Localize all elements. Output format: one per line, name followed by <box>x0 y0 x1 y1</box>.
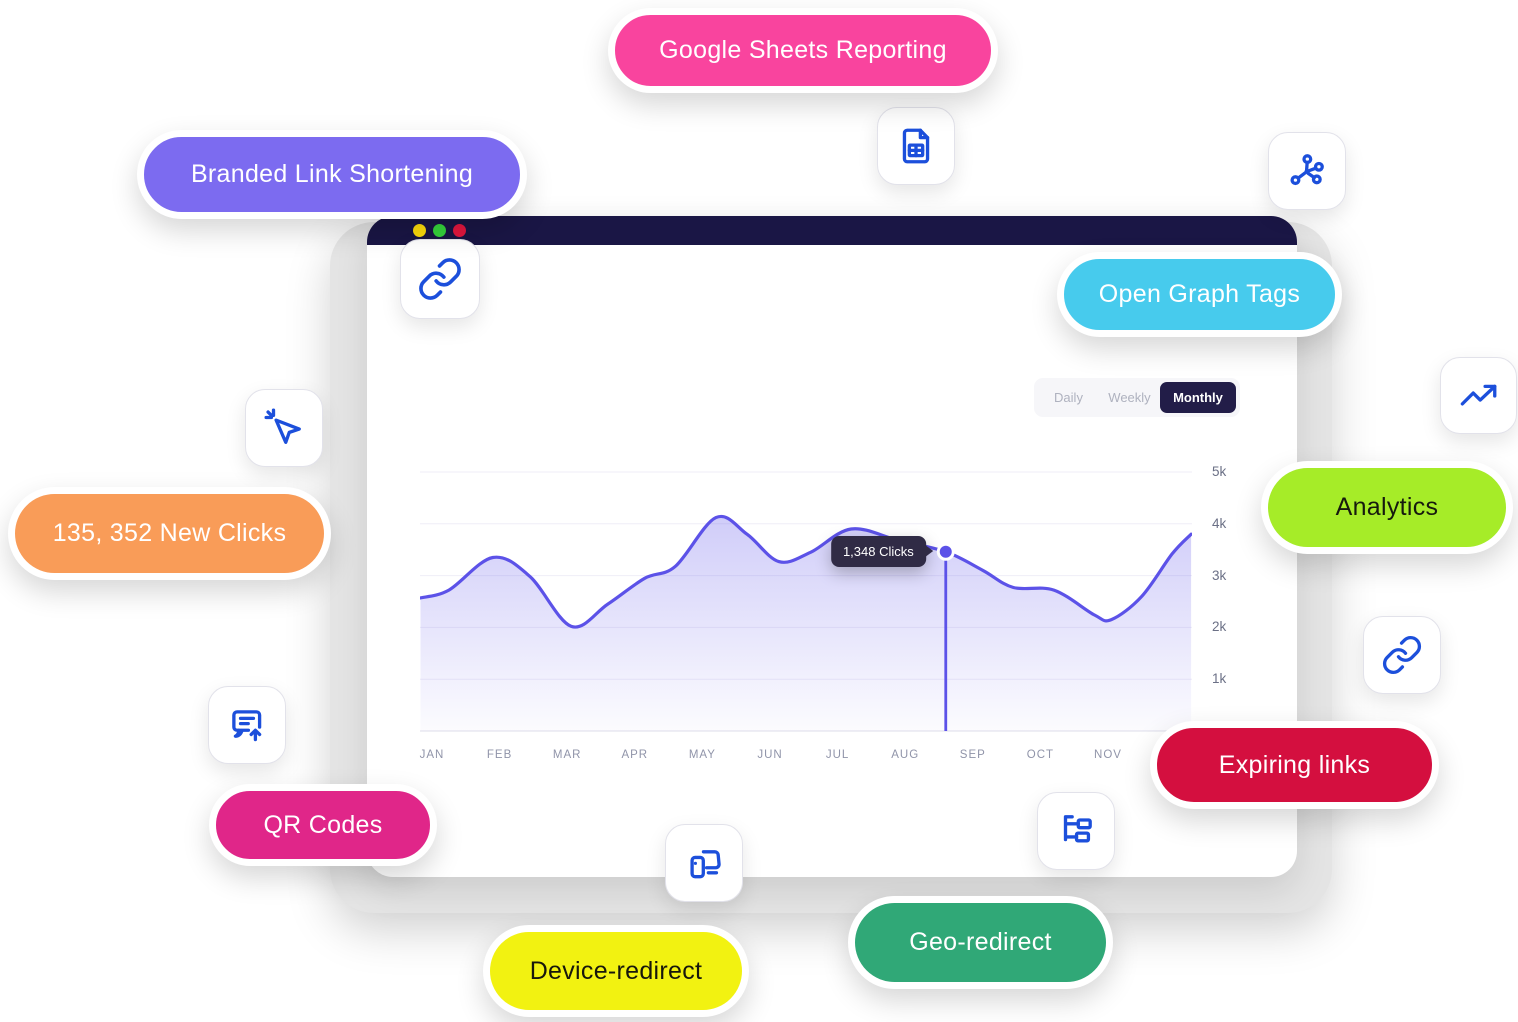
pill-device-redirect[interactable]: Device-redirect <box>483 925 749 1017</box>
y-axis-label: 2k <box>1212 619 1227 635</box>
x-axis-label: JUN <box>757 749 783 761</box>
share-nodes-icon <box>1290 154 1324 186</box>
window-control-red[interactable] <box>453 224 466 237</box>
pill-analytics[interactable]: Analytics <box>1261 461 1513 554</box>
chart-canvas <box>418 471 1193 732</box>
x-axis-label: JAN <box>419 749 445 761</box>
pill-open-graph-tags[interactable]: Open Graph Tags <box>1057 252 1342 337</box>
pill-qr-codes[interactable]: QR Codes <box>209 784 437 866</box>
x-axis-label: APR <box>621 749 649 761</box>
window-control-yellow[interactable] <box>413 224 426 237</box>
window-control-green[interactable] <box>433 224 446 237</box>
link-tile-right[interactable] <box>1363 616 1441 694</box>
x-axis-labels: JAN FEB MAR APR MAY JUN JUL AUG SEP OCT NOV <box>420 749 1192 765</box>
pill-expiring-links[interactable]: Expiring links <box>1150 721 1439 809</box>
y-axis-label: 1k <box>1212 671 1227 687</box>
device-redirect-icon <box>690 850 721 879</box>
y-axis-label: 4k <box>1212 515 1227 531</box>
period-tab-group: Daily Weekly Monthly <box>1034 378 1240 417</box>
x-axis-label: MAR <box>552 749 582 761</box>
message-upload-tile[interactable] <box>208 686 286 764</box>
tab-weekly[interactable]: Weekly <box>1108 390 1151 405</box>
device-redirect-tile[interactable] <box>665 824 743 902</box>
clicks-area-chart <box>418 455 1193 736</box>
x-axis-label: NOV <box>1094 749 1122 761</box>
x-axis-label: JUL <box>825 749 850 761</box>
message-upload-icon <box>232 710 262 742</box>
share-nodes-tile[interactable] <box>1268 132 1346 210</box>
y-axis-label: 3k <box>1212 567 1227 583</box>
link-icon <box>1382 635 1422 675</box>
tab-daily[interactable]: Daily <box>1054 390 1083 405</box>
chart-marker-dot <box>939 545 952 558</box>
window-controls <box>413 224 466 237</box>
link-icon <box>419 258 461 300</box>
trending-up-icon <box>1460 384 1496 406</box>
chart-line <box>418 514 1193 629</box>
spreadsheet-tile[interactable] <box>877 107 955 185</box>
y-axis-labels: 5k 4k 3k 2k 1k <box>1212 455 1252 736</box>
x-axis-label: SEP <box>959 749 986 761</box>
x-axis-label: OCT <box>1026 749 1055 761</box>
pill-new-clicks[interactable]: 135, 352 New Clicks <box>8 487 331 580</box>
tab-monthly[interactable]: Monthly <box>1160 382 1236 413</box>
y-axis-label: 5k <box>1212 464 1227 479</box>
pill-google-sheets-reporting[interactable]: Google Sheets Reporting <box>608 8 998 93</box>
tree-structure-icon <box>1063 815 1092 843</box>
chart-tooltip: 1,348 Clicks <box>830 535 926 567</box>
pill-branded-link-shortening[interactable]: Branded Link Shortening <box>137 130 527 219</box>
x-axis-label: MAY <box>688 749 716 761</box>
spreadsheet-icon <box>902 128 930 164</box>
link-tile[interactable] <box>400 239 480 319</box>
chart-area-fill <box>420 516 1192 731</box>
cursor-click-tile[interactable] <box>245 389 323 467</box>
x-axis-label: FEB <box>486 749 513 761</box>
pill-geo-redirect[interactable]: Geo-redirect <box>848 896 1113 989</box>
tree-structure-tile[interactable] <box>1037 792 1115 870</box>
cursor-click-icon <box>264 408 301 445</box>
trending-up-tile[interactable] <box>1440 357 1517 434</box>
x-axis-label: AUG <box>891 749 920 761</box>
window-titlebar <box>367 216 1297 245</box>
